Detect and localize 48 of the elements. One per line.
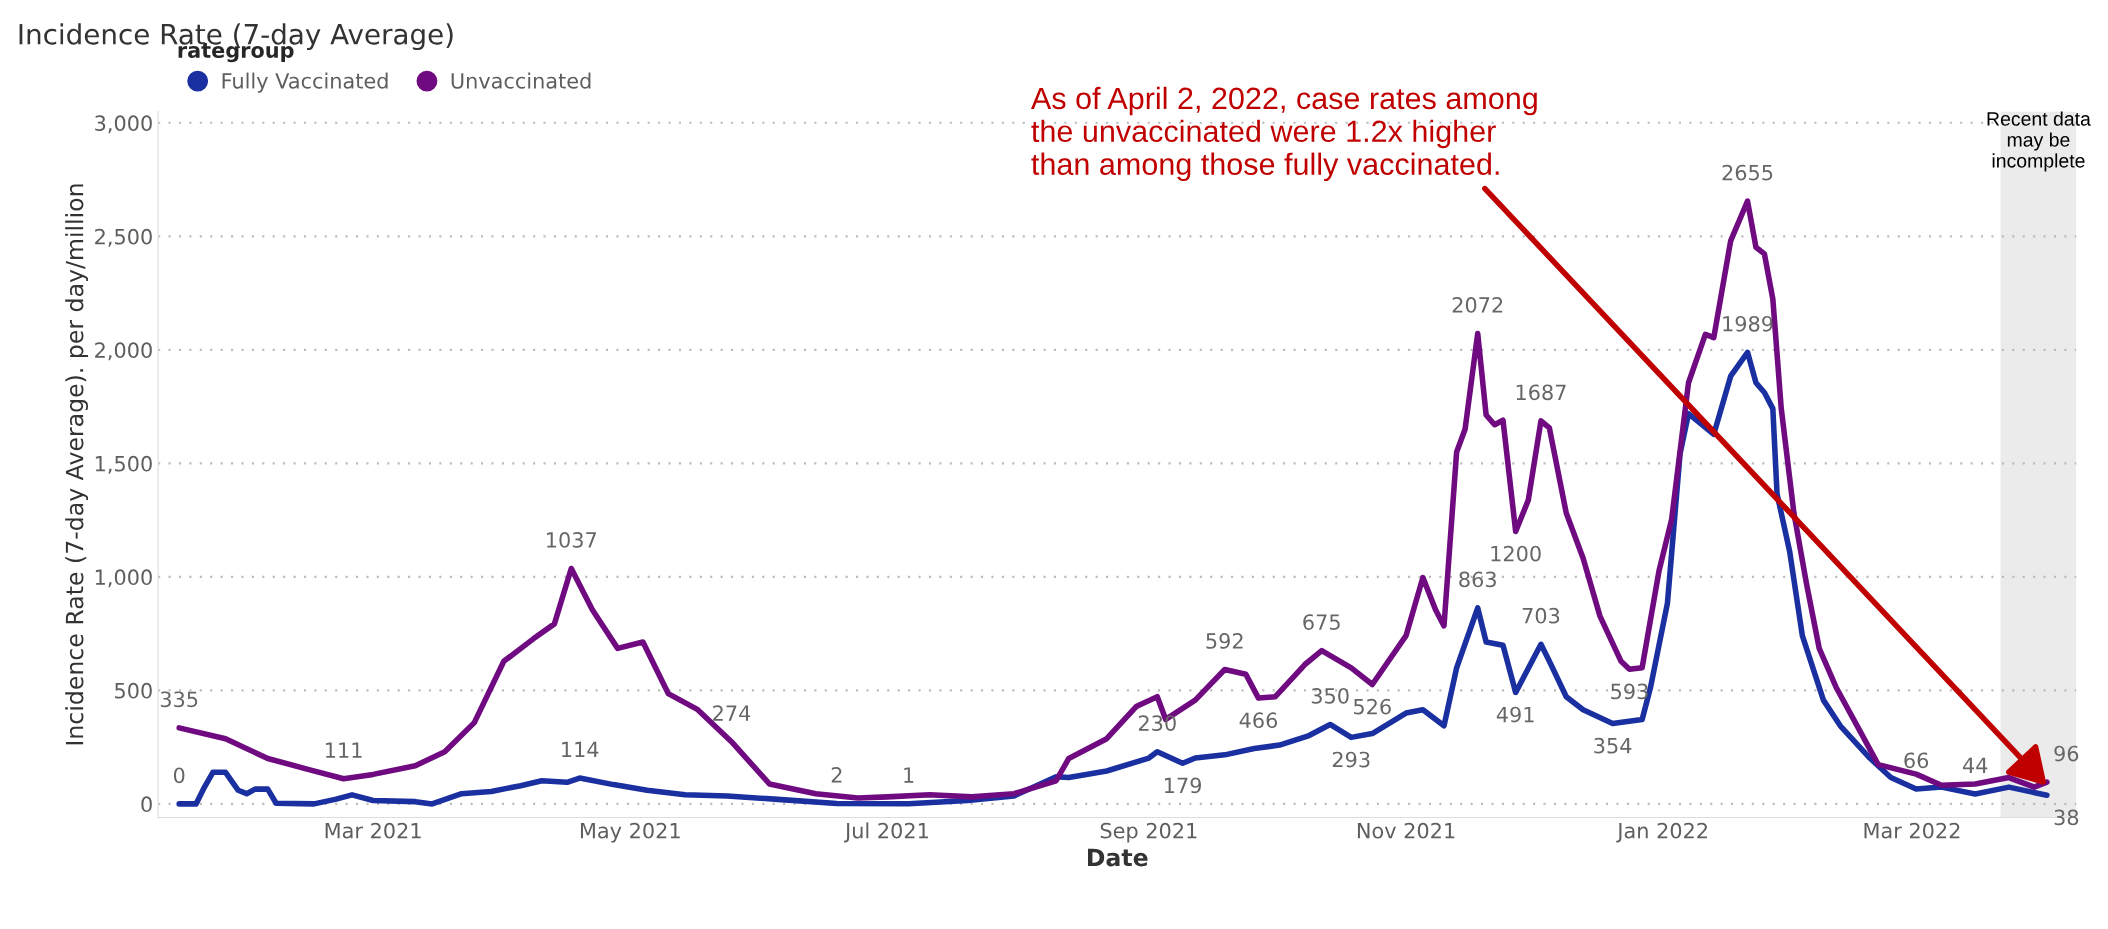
- x-tick-label: Sep 2021: [1100, 822, 1197, 843]
- x-tick-label: May 2021: [580, 822, 680, 843]
- data-label: 335: [160, 691, 198, 708]
- x-tick-label: Nov 2021: [1357, 822, 1455, 839]
- x-tick-label: Jul 2021: [844, 822, 928, 843]
- y-tick-label: 3,000: [95, 115, 152, 134]
- data-label: 111: [326, 742, 362, 758]
- data-label: 2655: [1722, 164, 1773, 181]
- y-tick-label: 0: [141, 796, 152, 813]
- data-label: 703: [1522, 607, 1560, 624]
- x-tick-label: Mar 2022: [1864, 822, 1960, 839]
- data-label: 526: [1354, 698, 1391, 715]
- data-label: 179: [1164, 777, 1202, 794]
- data-label: 354: [1594, 737, 1632, 754]
- y-tick-label: 2,000: [95, 342, 152, 361]
- data-label: 863: [1459, 571, 1496, 588]
- data-label: 293: [1332, 751, 1370, 768]
- data-label: 114: [562, 741, 599, 758]
- y-tick-label: 1,000: [95, 569, 152, 588]
- annotation: As of April 2, 2022, case rates among the unvaccinated were 1.2x higher than among those fully vaccinated.: [1030, 86, 1537, 182]
- data-label: 0: [173, 767, 185, 784]
- legend-label: Fully Vaccinated: [222, 72, 388, 93]
- legend-label: Unvaccinated: [451, 72, 591, 89]
- y-tick-label: 1,500: [95, 455, 152, 474]
- data-label: 96: [2054, 745, 2079, 762]
- data-label: 592: [1206, 633, 1243, 649]
- data-label: 274: [713, 705, 751, 721]
- x-tick-label: Mar 2021: [325, 822, 421, 839]
- x-axis-title: Date: [1087, 848, 1148, 867]
- data-label: 2: [831, 766, 842, 783]
- x-tick-label: Jan 2022: [1616, 822, 1707, 843]
- y-tick-label: 500: [115, 682, 152, 699]
- data-label: 38: [2054, 809, 2079, 826]
- y-axis-title: Incidence Rate (7-day Average). per day/million: [65, 184, 89, 745]
- data-label: 675: [1303, 614, 1340, 630]
- data-label: 1200: [1491, 545, 1541, 562]
- data-label: 1037: [547, 532, 596, 548]
- data-label: 1687: [1516, 384, 1566, 401]
- band-label: Recent data may be incomplete: [1987, 111, 2091, 172]
- data-label: 66: [1904, 752, 1929, 769]
- data-label: 2072: [1452, 297, 1503, 313]
- data-label: 466: [1239, 712, 1278, 729]
- data-label: 44: [1962, 757, 1988, 773]
- data-label: 230: [1138, 715, 1176, 731]
- data-label: 491: [1496, 706, 1534, 723]
- data-label: 350: [1311, 687, 1349, 704]
- y-tick-label: 2,500: [95, 228, 152, 247]
- data-label: 1: [904, 767, 914, 783]
